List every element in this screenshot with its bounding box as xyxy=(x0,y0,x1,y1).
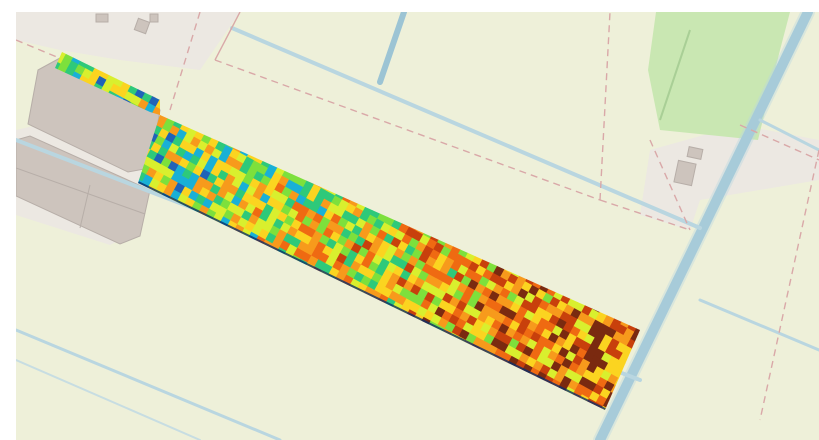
canal-main-vertical xyxy=(595,12,813,440)
canal-diagonal-south xyxy=(16,328,282,440)
small-building[interactable] xyxy=(673,159,697,187)
small-building[interactable] xyxy=(95,13,109,23)
map-canvas[interactable] xyxy=(16,12,819,440)
barn-building[interactable] xyxy=(16,135,151,245)
meadow-parcel xyxy=(648,12,790,140)
heatmap-edge xyxy=(137,181,606,410)
small-building[interactable] xyxy=(686,146,704,160)
barn-roof-divider xyxy=(79,184,91,229)
farm-yard xyxy=(16,12,240,70)
canal-east xyxy=(698,298,819,352)
meadow-track xyxy=(659,29,691,121)
canal-low-left xyxy=(16,359,201,440)
barn-roof-line xyxy=(16,167,146,215)
canal-northeast xyxy=(758,118,819,152)
canal-diagonal-north xyxy=(230,26,702,230)
map-view[interactable] xyxy=(16,12,819,440)
small-building[interactable] xyxy=(133,17,151,35)
small-building[interactable] xyxy=(149,13,159,23)
canal-upper xyxy=(377,12,407,85)
canal-main-vertical-edge xyxy=(593,12,815,440)
